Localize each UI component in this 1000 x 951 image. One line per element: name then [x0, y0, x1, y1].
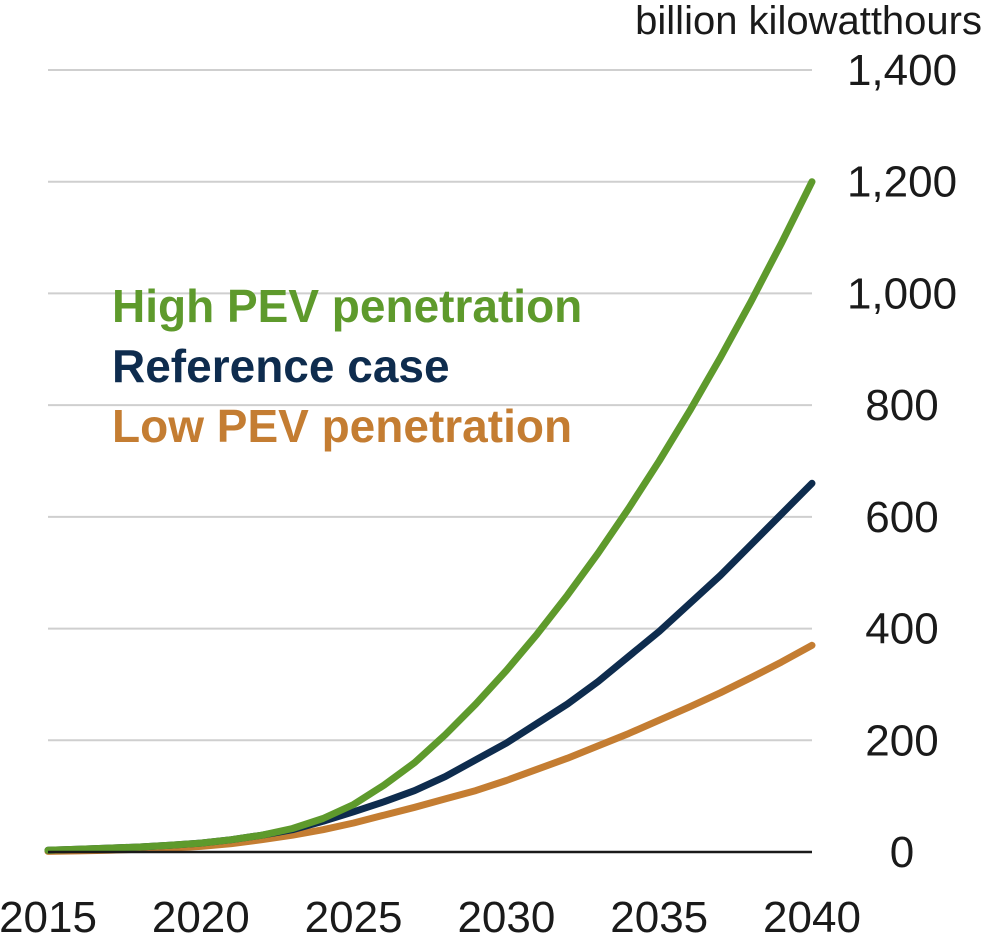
- y-tick-label: 400: [865, 605, 938, 654]
- series-line-reference-case: [44, 479, 816, 854]
- x-tick-label: 2030: [457, 893, 555, 942]
- y-axis-unit-label: billion kilowatthours: [635, 0, 982, 43]
- y-tick-label: 600: [865, 493, 938, 542]
- x-tick-label: 2015: [0, 893, 97, 942]
- x-tick-label: 2035: [610, 893, 708, 942]
- gridlines: [48, 69, 812, 742]
- x-tick-label: 2040: [763, 893, 861, 942]
- y-tick-label: 0: [890, 828, 914, 877]
- series-line-high-pev-penetration: [44, 178, 816, 854]
- y-tick-label: 800: [865, 381, 938, 430]
- legend-entry: Low PEV penetration: [112, 400, 572, 452]
- x-axis-tick-labels: 2015 2020 2025 2030 2035 2040: [0, 893, 861, 942]
- x-tick-label: 2025: [305, 893, 403, 942]
- y-axis-tick-labels: 0 200 400 600 800 1,000 1,200 1,400: [847, 46, 957, 877]
- y-tick-label: 1,000: [847, 269, 957, 318]
- x-tick-label: 2020: [152, 893, 250, 942]
- y-tick-label: 1,200: [847, 158, 957, 207]
- legend-entry: High PEV penetration: [112, 280, 582, 332]
- y-tick-label: 200: [865, 716, 938, 765]
- series-lines: [44, 178, 816, 855]
- y-tick-label: 1,400: [847, 46, 957, 95]
- legend-entry: Reference case: [112, 340, 450, 392]
- legend: High PEV penetration Reference case Low PE…: [112, 280, 582, 452]
